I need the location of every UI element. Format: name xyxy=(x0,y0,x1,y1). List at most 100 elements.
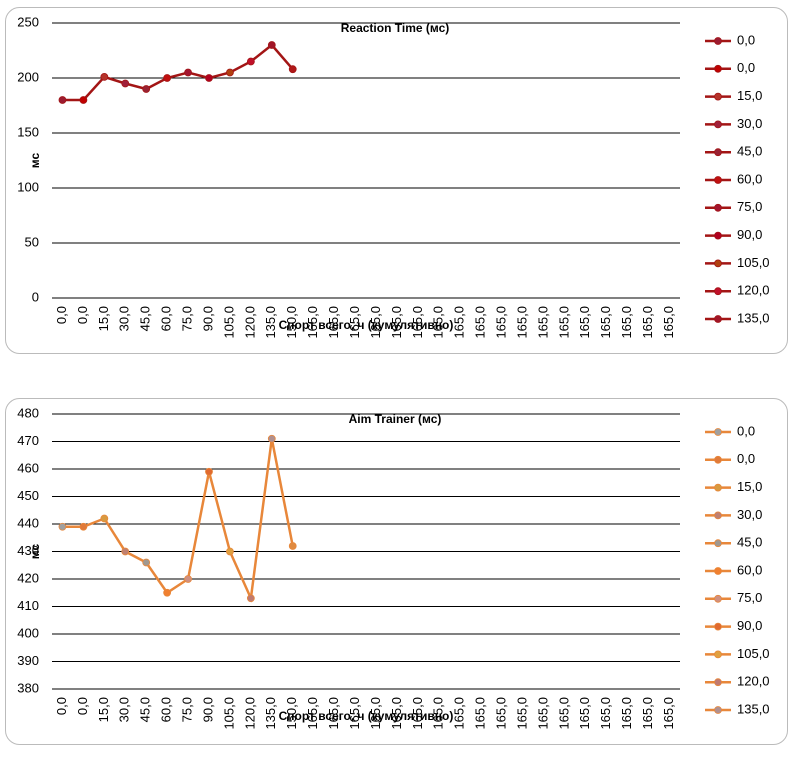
series-line xyxy=(62,43,294,102)
x-tick-label: 0,0 xyxy=(54,306,69,324)
legend-marker xyxy=(714,539,722,548)
x-tick-label: 45,0 xyxy=(138,697,153,722)
x-tick-label: 165,0 xyxy=(368,306,383,339)
y-axis-label: мс xyxy=(28,543,42,559)
x-tick-label: 135,0 xyxy=(263,697,278,730)
data-point xyxy=(58,96,67,104)
x-tick-label: 90,0 xyxy=(200,306,215,331)
legend-marker xyxy=(714,483,722,492)
x-tick-label: 105,0 xyxy=(221,306,236,339)
legend-marker xyxy=(714,176,722,184)
legend-marker xyxy=(714,120,722,129)
x-tick-label: 165,0 xyxy=(619,306,634,339)
x-tick-label: 165,0 xyxy=(389,306,404,339)
legend-label: 105,0 xyxy=(737,255,770,270)
legend-label: 60,0 xyxy=(737,171,762,186)
x-tick-label: 165,0 xyxy=(535,697,550,730)
x-tick-label: 15,0 xyxy=(96,697,111,722)
legend-marker xyxy=(714,706,722,714)
data-point xyxy=(267,434,276,443)
legend-label: 45,0 xyxy=(737,535,762,550)
x-tick-label: 60,0 xyxy=(159,306,174,331)
data-point xyxy=(184,68,192,77)
data-point xyxy=(79,522,88,531)
data-point xyxy=(121,547,130,556)
data-point xyxy=(246,594,255,603)
y-tick-label: 250 xyxy=(17,14,39,29)
x-tick-label: 30,0 xyxy=(117,697,132,722)
legend-label: 15,0 xyxy=(737,88,762,103)
data-point xyxy=(163,74,172,82)
x-tick-label: 165,0 xyxy=(514,306,529,339)
data-point xyxy=(288,542,297,550)
data-point xyxy=(100,73,109,81)
data-point xyxy=(205,467,213,476)
x-tick-label: 165,0 xyxy=(640,697,655,730)
legend-marker xyxy=(714,64,722,73)
x-tick-label: 165,0 xyxy=(640,306,655,339)
data-point xyxy=(142,558,151,567)
y-tick-label: 410 xyxy=(17,598,39,613)
x-tick-label: 165,0 xyxy=(431,697,446,730)
legend-label: 0,0 xyxy=(737,451,755,466)
data-point xyxy=(288,65,297,74)
x-tick-label: 15,0 xyxy=(96,306,111,331)
x-tick-label: 165,0 xyxy=(661,306,676,339)
legend-label: 30,0 xyxy=(737,507,762,522)
legend-marker xyxy=(714,92,722,101)
legend-marker xyxy=(714,259,722,268)
data-point xyxy=(267,41,276,49)
x-tick-label: 120,0 xyxy=(242,697,257,730)
chart-title: Aim Trainer (мс) xyxy=(349,412,442,426)
legend-marker xyxy=(714,650,722,659)
legend-label: 90,0 xyxy=(737,227,762,242)
legend-marker xyxy=(714,287,722,296)
y-tick-label: 420 xyxy=(17,570,39,585)
y-tick-label: 460 xyxy=(17,460,39,475)
y-tick-label: 150 xyxy=(17,124,39,139)
x-tick-label: 165,0 xyxy=(347,697,362,730)
x-tick-label: 165,0 xyxy=(556,306,571,339)
x-tick-label: 0,0 xyxy=(75,697,90,715)
y-tick-label: 400 xyxy=(17,625,39,640)
y-tick-label: 390 xyxy=(17,653,39,668)
legend-marker xyxy=(714,148,722,157)
data-point xyxy=(79,96,88,104)
legend-marker xyxy=(714,315,722,323)
x-tick-label: 45,0 xyxy=(138,306,153,331)
legend-marker xyxy=(714,567,722,575)
x-tick-label: 165,0 xyxy=(347,306,362,339)
legend-label: 0,0 xyxy=(737,32,755,47)
legend-marker xyxy=(714,594,722,603)
x-tick-label: 165,0 xyxy=(535,306,550,339)
x-tick-label: 165,0 xyxy=(431,306,446,339)
legend-label: 75,0 xyxy=(737,199,762,214)
chart: 380 390 400 410 420 430 440 450 460 470 480 0,0 0,0 1… xyxy=(5,398,788,745)
x-tick-label: 0,0 xyxy=(54,697,69,715)
legend-marker xyxy=(714,428,722,436)
y-tick-label: 200 xyxy=(17,69,39,84)
x-axis-label: Спорт всего, ч (кумулятивно) xyxy=(279,318,454,332)
y-tick-label: 470 xyxy=(17,433,39,448)
legend-label: 135,0 xyxy=(737,310,770,325)
legend-label: 15,0 xyxy=(737,479,762,494)
x-tick-label: 60,0 xyxy=(159,697,174,722)
x-tick-label: 165,0 xyxy=(619,697,634,730)
x-tick-label: 75,0 xyxy=(180,697,195,722)
data-point xyxy=(163,588,172,597)
y-tick-label: 450 xyxy=(17,488,39,503)
legend-marker xyxy=(714,678,722,687)
x-tick-label: 165,0 xyxy=(494,697,509,730)
y-axis-label: мс xyxy=(28,152,42,168)
legend-marker xyxy=(714,203,722,212)
data-point xyxy=(121,79,130,88)
legend-label: 30,0 xyxy=(737,116,762,131)
x-tick-label: 165,0 xyxy=(368,697,383,730)
x-tick-label: 165,0 xyxy=(389,697,404,730)
legend-marker xyxy=(714,622,722,631)
x-tick-label: 135,0 xyxy=(263,306,278,339)
data-point xyxy=(142,85,151,93)
legend-marker xyxy=(714,231,722,240)
